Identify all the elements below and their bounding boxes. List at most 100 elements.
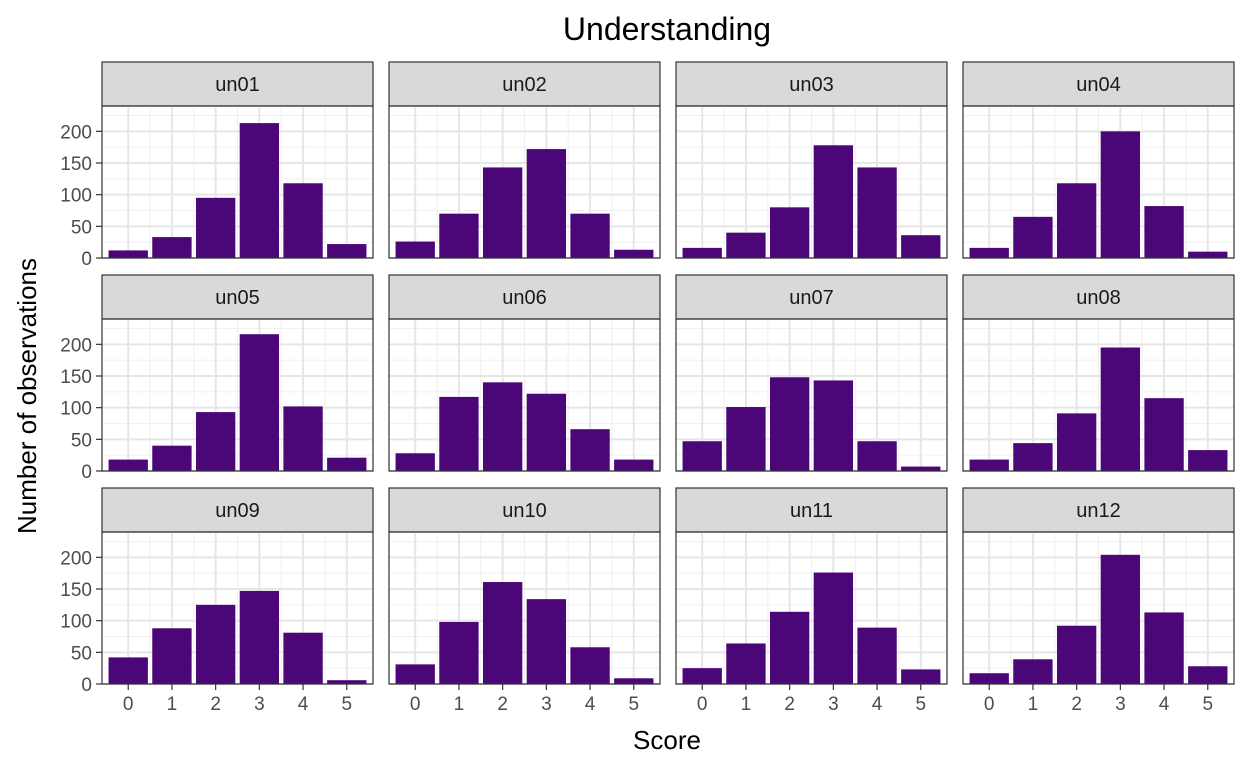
bar-un05-4 [283,406,323,471]
bar-un07-0 [682,441,722,471]
strip-background [101,61,374,107]
x-tick-label: 1 [167,694,178,715]
bar-un03-0 [682,247,722,258]
y-tick-label: 50 [71,430,92,451]
x-tick-label: 3 [828,694,839,715]
x-tick-label: 5 [915,694,926,715]
bar-un03-3 [813,145,854,258]
bar-un07-3 [813,380,854,471]
x-tick-label: 5 [341,694,352,715]
panel-border [388,105,661,259]
strip-background [101,487,374,533]
x-tick-label: 3 [1115,694,1126,715]
bar-un02-3 [526,149,567,258]
y-tick-label: 0 [81,249,92,270]
x-tick-label: 2 [1071,694,1082,715]
bar-un04-1 [1013,216,1053,258]
bar-un11-1 [726,643,766,684]
panel-un06: un06 [388,274,661,472]
strip-label: un12 [1076,500,1121,522]
chart-title: Understanding [563,11,771,47]
bar-un09-0 [108,657,148,684]
bar-un02-4 [570,213,610,258]
strip-background [962,487,1235,533]
bar-un09-4 [283,632,323,684]
bar-un11-0 [682,668,722,684]
panel-border [101,318,374,472]
bar-un06-5 [614,459,654,471]
panel-un01: un01 0 50 100 150 200 [60,61,374,270]
bar-un03-2 [769,207,810,258]
bar-un03-4 [857,167,897,258]
y-tick-label: 50 [71,643,92,664]
y-tick-label: 150 [60,367,92,388]
x-tick-label: 0 [697,694,708,715]
strip-label: un09 [215,500,260,522]
bar-un12-5 [1188,666,1228,684]
bar-un12-1 [1013,659,1053,684]
bar-un07-1 [726,407,766,471]
bar-un08-3 [1100,347,1141,471]
bar-un05-3 [239,334,280,471]
x-tick-label: 5 [628,694,639,715]
x-tick-label: 2 [210,694,221,715]
bar-un12-3 [1100,554,1141,684]
bar-un10-2 [482,582,523,684]
bar-un11-5 [901,669,941,684]
y-tick-label: 200 [60,548,92,569]
bar-un10-5 [614,678,654,684]
x-tick-label: 0 [123,694,134,715]
bar-un07-5 [901,466,941,471]
y-tick-label: 150 [60,154,92,175]
strip-background [388,61,661,107]
panel-border [962,105,1235,259]
panel-border [101,105,374,259]
bar-un10-1 [439,621,479,684]
y-tick-label: 0 [81,462,92,483]
panel-un05: un05 0 50 100 150 200 [60,274,374,483]
y-tick-label: 100 [60,186,92,207]
x-tick-label: 3 [541,694,552,715]
bar-un09-5 [327,680,367,684]
panel-un09: un09 0 50 100 150 200 0 1 2 3 4 5 [60,487,374,715]
panel-un11: un11 0 1 2 3 4 5 [675,487,948,715]
bar-un08-1 [1013,443,1053,471]
bar-un05-5 [327,457,367,471]
bar-un04-3 [1100,131,1141,258]
strip-label: un04 [1076,74,1121,96]
bar-un10-3 [526,599,567,684]
bar-un12-4 [1144,612,1184,684]
panel-un07: un07 [675,274,948,472]
bar-un09-3 [239,590,280,684]
strip-label: un08 [1076,287,1121,309]
x-tick-label: 4 [872,694,883,715]
strip-background [388,487,661,533]
bar-un06-4 [570,429,610,471]
bar-un03-5 [901,235,941,258]
y-tick-label: 0 [81,675,92,696]
y-tick-label: 100 [60,612,92,633]
bar-un01-2 [195,197,236,258]
bar-un07-2 [769,377,810,471]
x-tick-label: 0 [984,694,995,715]
panel-un10: un10 0 1 2 3 4 5 [388,487,661,715]
bar-un06-2 [482,382,523,471]
strip-label: un02 [502,74,547,96]
bar-un04-5 [1188,251,1228,258]
panel-border [675,318,948,472]
x-tick-label: 3 [254,694,265,715]
bar-un05-0 [108,459,148,471]
bar-un02-0 [395,241,435,258]
bar-un10-0 [395,664,435,684]
panel-border [388,531,661,685]
bar-un09-2 [195,604,236,684]
strip-label: un07 [789,287,834,309]
bar-un08-2 [1056,413,1097,471]
bar-un09-1 [152,628,192,684]
bar-un05-1 [152,445,192,471]
bar-un06-1 [439,396,479,471]
panel-border [675,105,948,259]
